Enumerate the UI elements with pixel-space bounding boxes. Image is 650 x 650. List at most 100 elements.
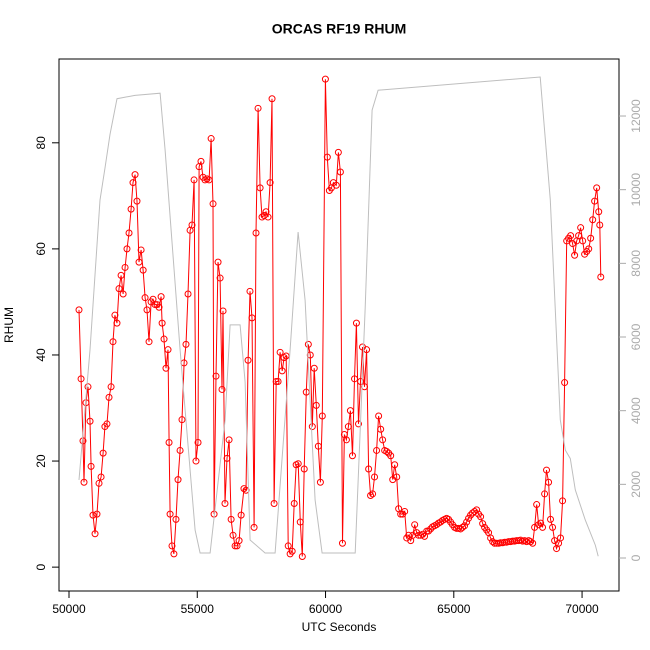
point [240,485,248,493]
point [344,423,352,431]
point [387,452,395,460]
point [332,181,340,189]
point [411,521,419,529]
chart-title: ORCAS RF19 RHUM [272,21,407,37]
point [209,200,217,208]
point [77,375,85,383]
point [227,515,235,523]
x-tick-label: 65000 [437,602,471,616]
point [391,461,399,469]
point [278,367,286,375]
point [393,473,401,481]
point [218,385,226,393]
point [250,523,258,531]
point [401,507,409,515]
point [139,266,147,274]
point [192,457,200,465]
plot-frame [58,58,620,592]
point [321,75,329,83]
point [306,351,314,359]
point [314,442,322,450]
point [75,306,83,314]
point [131,171,139,179]
point [338,539,346,547]
point [158,319,166,327]
point [377,425,385,433]
point [143,306,151,314]
point [346,407,354,415]
y2-tick-label: 10000 [629,173,643,207]
point [318,412,326,420]
point [89,511,97,519]
point [107,383,115,391]
point [272,377,280,385]
point [109,338,117,346]
point [348,452,356,460]
point [223,454,231,462]
point [296,518,304,526]
point [270,499,278,507]
point [123,245,131,253]
x-tick-label: 55000 [181,602,215,616]
series-line [78,79,602,557]
y2-tick-label: 0 [629,554,643,561]
point [260,211,268,219]
point [316,478,324,486]
point [547,515,555,523]
point [290,499,298,507]
point [577,224,585,232]
point [561,379,569,387]
y-tick-label: 0 [34,563,48,570]
point [216,274,224,282]
y-tick-label: 60 [34,242,48,256]
point [595,208,603,216]
point [165,438,173,446]
point [155,303,163,311]
point [459,523,467,531]
point [86,417,94,425]
point [354,420,362,428]
point [342,436,350,444]
point [557,534,565,542]
point [93,510,101,518]
x-tick-label: 60000 [309,602,343,616]
point [559,497,567,505]
point [379,436,387,444]
point [145,338,153,346]
point [111,311,119,319]
point [168,542,176,550]
point [597,273,605,281]
point [268,95,276,103]
point [369,490,377,498]
point [162,364,170,372]
point [214,258,222,266]
point [575,232,583,240]
point [157,293,165,301]
y-tick-label: 20 [34,454,48,468]
point [375,412,383,420]
point [288,547,296,555]
point [304,340,312,348]
point [141,294,149,302]
point [589,216,597,224]
point [178,416,186,424]
point [425,527,433,535]
point [103,420,111,428]
point [280,354,288,362]
point [207,135,215,143]
point [221,499,229,507]
point [351,375,359,383]
point [539,523,547,531]
point [113,319,121,327]
point [371,473,379,481]
point [133,197,141,205]
point [182,340,190,348]
point [119,290,127,298]
point [205,176,213,184]
point [252,229,260,237]
point [172,515,180,523]
y2-tick-label: 12000 [629,99,643,133]
y2-tick-label: 6000 [629,323,643,350]
series-line [78,76,599,557]
